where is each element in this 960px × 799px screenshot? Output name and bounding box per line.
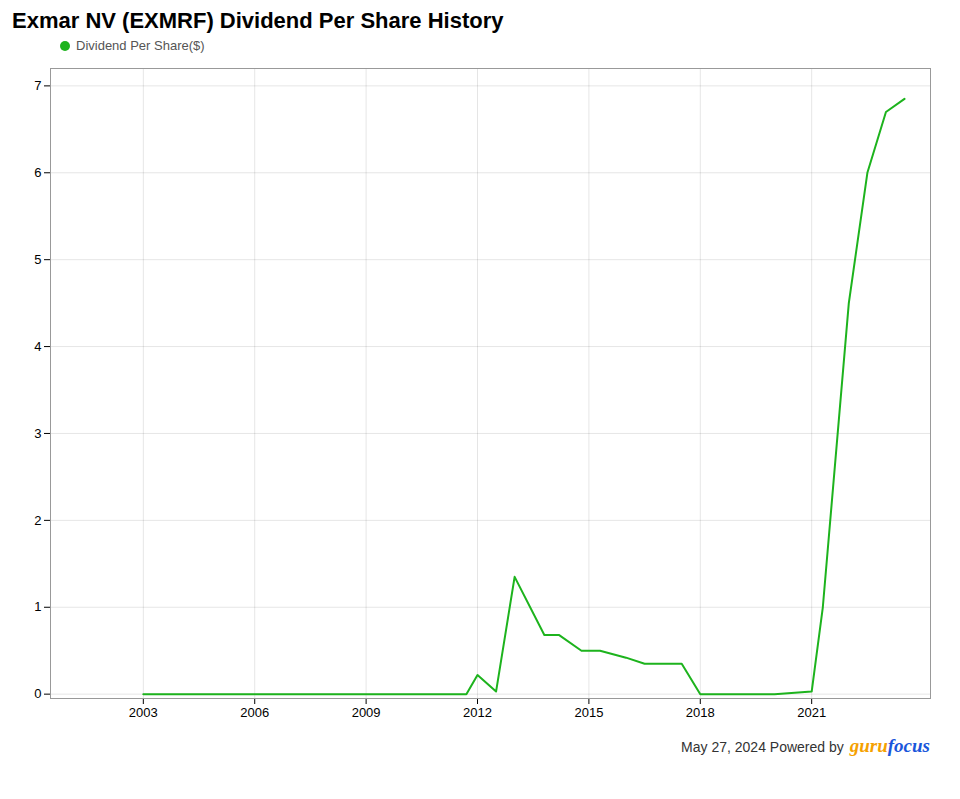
svg-text:2003: 2003 xyxy=(129,705,158,720)
html-text:May 27, 2024 Powered by guru f: May 27, 2024 Powered by guru focus xyxy=(681,735,930,756)
svg-text:2015: 2015 xyxy=(574,705,603,720)
html-text:Dividend Per Share($): Dividend Per Share($) xyxy=(76,38,205,53)
svg-text:7: 7 xyxy=(34,78,41,93)
svg-text:2006: 2006 xyxy=(240,705,269,720)
svg-text:2: 2 xyxy=(34,513,41,528)
svg-text:6: 6 xyxy=(34,165,41,180)
svg-text:5: 5 xyxy=(34,252,41,267)
svg-text:2009: 2009 xyxy=(352,705,381,720)
html-text:Exmar NV (EXMRF) Dividend Per: Exmar NV (EXMRF) Dividend Per Share Hist… xyxy=(12,8,504,33)
svg-text:2012: 2012 xyxy=(463,705,492,720)
svg-text:2018: 2018 xyxy=(686,705,715,720)
svg-text:0: 0 xyxy=(34,686,41,701)
svg-text:1: 1 xyxy=(34,599,41,614)
svg-text:4: 4 xyxy=(34,339,41,354)
svg-text:2021: 2021 xyxy=(797,705,826,720)
svg-text:3: 3 xyxy=(34,426,41,441)
